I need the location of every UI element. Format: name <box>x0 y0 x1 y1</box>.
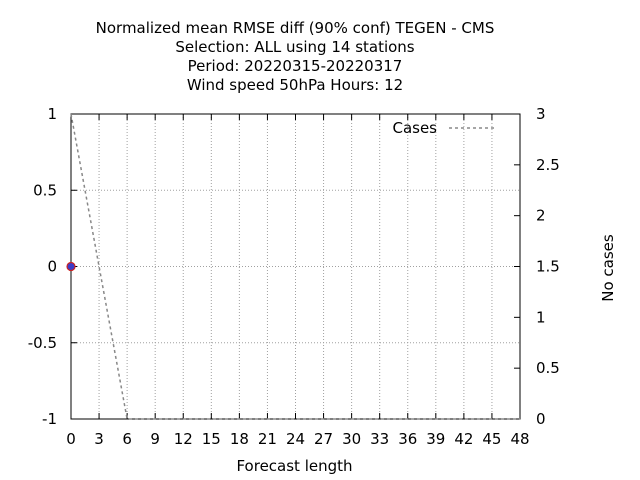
x-tick-label: 3 <box>94 430 104 448</box>
title-line: Normalized mean RMSE diff (90% conf) TEG… <box>96 19 495 37</box>
y2-tick-label: 1.5 <box>536 258 560 276</box>
x-tick-label: 24 <box>286 430 305 448</box>
title-line: Wind speed 50hPa Hours: 12 <box>187 76 403 94</box>
y2-tick-label: 3 <box>536 105 546 123</box>
y2-tick-label: 2 <box>536 207 546 225</box>
x-tick-label: 39 <box>426 430 445 448</box>
x-tick-label: 33 <box>370 430 389 448</box>
grid <box>71 114 520 419</box>
y2-tick-label: 0 <box>536 410 546 428</box>
x-tick-label: 6 <box>122 430 132 448</box>
x-tick-label: 18 <box>230 430 249 448</box>
y2-axis-label: No cases <box>599 234 617 302</box>
legend: Cases <box>392 119 495 137</box>
x-tick-label: 45 <box>482 430 501 448</box>
x-tick-label: 9 <box>150 430 160 448</box>
x-tick-label: 15 <box>202 430 221 448</box>
x-axis: 0 3 6 9 12 15 18 21 24 27 30 33 36 39 42 45 48 <box>66 114 530 448</box>
x-axis-label: Forecast length <box>236 457 352 475</box>
legend-label: Cases <box>392 119 437 137</box>
x-tick-label: 42 <box>454 430 473 448</box>
y-tick-label: 1 <box>47 105 57 123</box>
y2-tick-label: 2.5 <box>536 156 560 174</box>
y2-tick-label: 1 <box>536 308 546 326</box>
y2-tick-label: 0.5 <box>536 359 560 377</box>
y-tick-label: -1 <box>42 410 57 428</box>
y2-axis: 3 2.5 2 1.5 1 0.5 0 <box>514 105 560 428</box>
x-tick-label: 27 <box>314 430 333 448</box>
x-tick-label: 30 <box>342 430 361 448</box>
x-tick-label: 0 <box>66 430 76 448</box>
y-tick-label: 0.5 <box>33 181 57 199</box>
chart-title: Normalized mean RMSE diff (90% conf) TEG… <box>96 19 495 94</box>
y-axis: 1 0.5 0 -0.5 -1 <box>28 105 77 428</box>
title-line: Selection: ALL using 14 stations <box>175 38 414 56</box>
y-tick-label: 0 <box>47 258 57 276</box>
x-tick-label: 48 <box>510 430 529 448</box>
title-line: Period: 20220315-20220317 <box>188 57 403 75</box>
x-tick-label: 36 <box>398 430 417 448</box>
points <box>66 261 76 272</box>
x-tick-label: 12 <box>174 430 193 448</box>
x-tick-label: 21 <box>258 430 277 448</box>
data-point <box>66 261 76 272</box>
y-tick-label: -0.5 <box>28 334 57 352</box>
